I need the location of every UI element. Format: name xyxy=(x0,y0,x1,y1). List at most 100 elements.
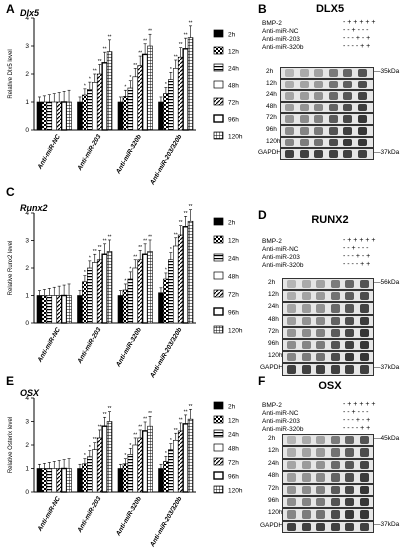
category-label: Anti-miR-NC xyxy=(36,326,62,364)
y-tick-label: 2 xyxy=(25,265,29,272)
legend-swatch xyxy=(213,485,224,494)
blot-band xyxy=(330,510,340,519)
significance-mark: ** xyxy=(103,412,107,418)
significance-mark: * xyxy=(89,255,91,261)
significance-mark: ** xyxy=(189,404,193,410)
bar xyxy=(56,101,62,131)
blot-band xyxy=(299,150,309,158)
significance-mark: ** xyxy=(179,220,183,226)
significance-mark: * xyxy=(165,82,167,88)
bar xyxy=(182,423,189,493)
significance-mark: * xyxy=(129,443,131,449)
bar xyxy=(141,53,149,131)
significance-mark: ** xyxy=(98,59,102,65)
blot-row-label: 2h xyxy=(266,68,274,75)
blot-band xyxy=(328,127,338,135)
y-tick-label: 4 xyxy=(25,210,29,217)
legend-swatch xyxy=(213,325,224,334)
significance-mark: ** xyxy=(138,51,142,57)
blot-band xyxy=(301,510,311,519)
blot-band xyxy=(330,365,340,374)
legend-label: 96h xyxy=(228,474,239,481)
y-tick-label: 1 xyxy=(25,99,29,106)
blot-band xyxy=(345,510,354,519)
blot-row-label: 48h xyxy=(268,472,279,480)
blot-band xyxy=(287,473,296,482)
significance-mark: ** xyxy=(148,234,152,240)
blot-band xyxy=(345,473,354,482)
blot-band xyxy=(345,304,354,313)
significance-mark: * xyxy=(84,270,86,276)
blot-row-label: 120h xyxy=(268,509,283,517)
bar xyxy=(137,65,143,131)
legend-swatch xyxy=(213,307,224,316)
blot-band xyxy=(359,510,369,519)
blot-band xyxy=(345,292,354,301)
blot-band xyxy=(328,92,338,100)
blot-row-label: GAPDH xyxy=(260,521,284,529)
chart-title: OSX xyxy=(20,388,40,398)
blot-row-label: 24h xyxy=(268,303,279,311)
blot-band xyxy=(328,80,338,89)
molecular-weight-label: —37kDa xyxy=(374,521,400,529)
significance-mark: ** xyxy=(98,245,102,251)
blot-band xyxy=(330,328,340,337)
blot-band xyxy=(287,485,296,494)
blot-band xyxy=(330,280,340,289)
blot-band xyxy=(301,485,311,494)
blot-band xyxy=(299,138,309,147)
legend-label: 120h xyxy=(228,488,243,495)
blot-band xyxy=(330,522,340,532)
blot-band xyxy=(357,150,367,158)
blot-band xyxy=(301,280,311,289)
treatment-label: Anti-miR-NC xyxy=(262,410,299,417)
blot-band xyxy=(359,341,369,350)
blot-band xyxy=(301,353,311,362)
bar xyxy=(117,468,124,493)
bar xyxy=(132,267,139,324)
blot-row-label: 12h xyxy=(268,447,279,455)
y-axis-label: Relative Osterix level xyxy=(8,417,14,473)
blot-row-label: 96h xyxy=(266,126,277,133)
treatment-signs: - - - - + + xyxy=(343,425,371,432)
y-tick-label: 2 xyxy=(25,442,29,449)
bar xyxy=(77,101,83,131)
blot-band xyxy=(299,80,309,89)
blot-band xyxy=(357,103,367,112)
blot-band xyxy=(287,522,296,532)
blot-band xyxy=(285,80,294,89)
bar xyxy=(141,430,149,493)
treatment-signs: - - + - - - xyxy=(343,245,369,252)
category-label: Anti-miR-NC xyxy=(36,133,62,171)
bar xyxy=(51,101,58,131)
legend-swatch xyxy=(213,63,224,72)
legend-label: 120h xyxy=(228,134,243,141)
category-label: Anti-miR-203 xyxy=(76,133,103,172)
blot-band-strip xyxy=(282,278,374,291)
bar xyxy=(122,96,129,131)
blot-band xyxy=(314,138,323,147)
legend-swatch xyxy=(213,29,224,38)
bar xyxy=(137,259,143,324)
legend-swatch xyxy=(213,289,224,298)
blot-row-label: 12h xyxy=(268,291,279,299)
blot-band xyxy=(316,328,325,337)
blot-row-label: 72h xyxy=(268,484,279,492)
bar xyxy=(36,101,43,131)
bar xyxy=(147,45,153,131)
y-tick-label: 4 xyxy=(25,395,29,402)
blot-row-label: 72h xyxy=(266,114,277,122)
blot-band xyxy=(285,92,294,100)
blot-band-strip xyxy=(282,483,374,496)
y-tick-label: 3 xyxy=(25,419,29,426)
category-label: Anti-miR-320b xyxy=(114,326,143,369)
chart-title: Dlx5 xyxy=(20,8,40,18)
bar xyxy=(177,56,184,131)
legend-swatch xyxy=(213,97,224,106)
significance-mark: ** xyxy=(174,55,178,61)
blot-band xyxy=(330,316,340,325)
significance-mark: * xyxy=(165,451,167,457)
blot-band-strip xyxy=(280,125,374,137)
bar xyxy=(106,251,113,324)
